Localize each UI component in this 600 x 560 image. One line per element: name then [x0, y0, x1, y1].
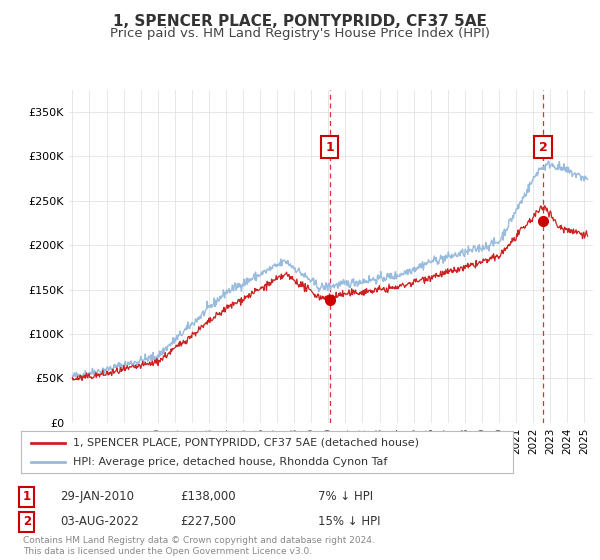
Text: 1: 1 [325, 141, 334, 154]
Text: 2: 2 [23, 515, 31, 529]
Text: 7% ↓ HPI: 7% ↓ HPI [318, 490, 373, 503]
Text: 1: 1 [23, 490, 31, 503]
Text: HPI: Average price, detached house, Rhondda Cynon Taf: HPI: Average price, detached house, Rhon… [73, 457, 387, 467]
Text: 1, SPENCER PLACE, PONTYPRIDD, CF37 5AE (detached house): 1, SPENCER PLACE, PONTYPRIDD, CF37 5AE (… [73, 437, 419, 447]
Text: Contains HM Land Registry data © Crown copyright and database right 2024.
This d: Contains HM Land Registry data © Crown c… [23, 536, 374, 556]
Text: Price paid vs. HM Land Registry's House Price Index (HPI): Price paid vs. HM Land Registry's House … [110, 27, 490, 40]
Text: 29-JAN-2010: 29-JAN-2010 [60, 490, 134, 503]
Text: 03-AUG-2022: 03-AUG-2022 [60, 515, 139, 529]
Text: 2: 2 [539, 141, 547, 154]
Text: £227,500: £227,500 [180, 515, 236, 529]
Text: 15% ↓ HPI: 15% ↓ HPI [318, 515, 380, 529]
Text: £138,000: £138,000 [180, 490, 236, 503]
Text: 1, SPENCER PLACE, PONTYPRIDD, CF37 5AE: 1, SPENCER PLACE, PONTYPRIDD, CF37 5AE [113, 14, 487, 29]
